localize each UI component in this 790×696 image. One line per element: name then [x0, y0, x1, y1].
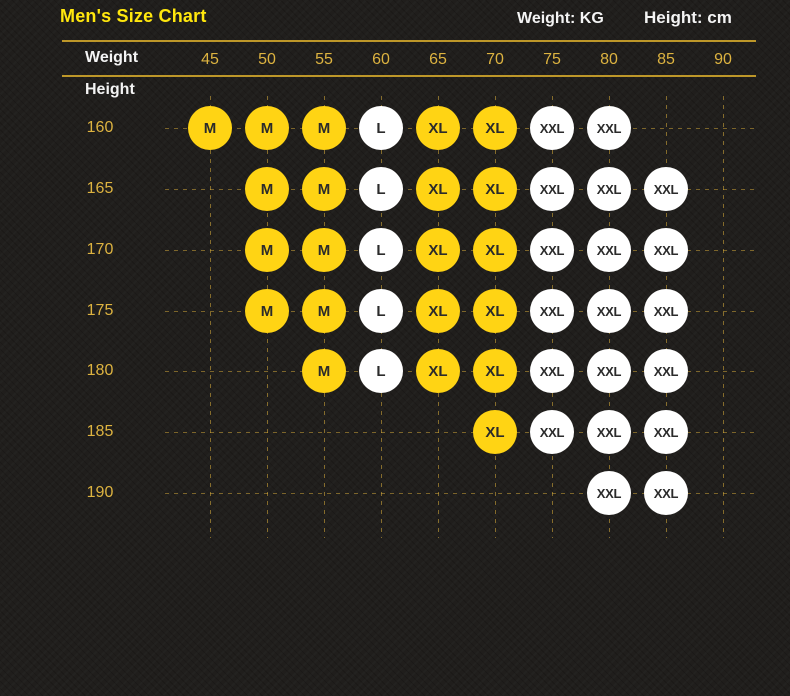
- size-cell: M: [188, 106, 232, 150]
- grid-hline: [165, 371, 757, 372]
- divider-top: [62, 40, 756, 42]
- divider-middle: [62, 75, 756, 77]
- height-tick: 165: [86, 180, 114, 197]
- weight-tick: 65: [429, 51, 447, 68]
- height-tick: 175: [86, 302, 114, 319]
- size-cell: XL: [473, 349, 517, 393]
- size-cell: XL: [473, 106, 517, 150]
- weight-unit-label: Weight: KG: [517, 10, 604, 27]
- grid-hline: [165, 128, 757, 129]
- size-cell: XL: [416, 228, 460, 272]
- size-cell: M: [245, 106, 289, 150]
- size-cell: XL: [473, 228, 517, 272]
- height-axis-label: Height: [85, 81, 135, 98]
- size-cell: XXL: [644, 349, 688, 393]
- size-cell: XXL: [530, 106, 574, 150]
- height-tick: 190: [86, 484, 114, 501]
- size-cell: L: [359, 289, 403, 333]
- size-cell: M: [302, 289, 346, 333]
- weight-tick: 60: [372, 51, 390, 68]
- size-cell: XXL: [587, 471, 631, 515]
- grid-vline: [723, 96, 724, 538]
- size-cell: XXL: [587, 167, 631, 211]
- weight-tick: 70: [486, 51, 504, 68]
- size-cell: XXL: [530, 410, 574, 454]
- weight-tick: 80: [600, 51, 618, 68]
- grid-hline: [165, 493, 757, 494]
- size-cell: M: [302, 349, 346, 393]
- grid-hline: [165, 189, 757, 190]
- grid-hline: [165, 250, 757, 251]
- weight-tick: 90: [714, 51, 732, 68]
- size-cell: XL: [416, 167, 460, 211]
- size-cell: M: [245, 289, 289, 333]
- height-unit-label: Height: cm: [644, 8, 732, 27]
- size-cell: L: [359, 349, 403, 393]
- size-cell: XXL: [644, 471, 688, 515]
- size-cell: XXL: [530, 228, 574, 272]
- size-cell: XXL: [644, 289, 688, 333]
- height-tick: 185: [86, 423, 114, 440]
- grid-hline: [165, 432, 757, 433]
- size-cell: XL: [416, 106, 460, 150]
- weight-tick: 55: [315, 51, 333, 68]
- size-cell: XXL: [587, 289, 631, 333]
- size-cell: XXL: [644, 228, 688, 272]
- size-cell: XL: [416, 289, 460, 333]
- size-cell: XXL: [587, 106, 631, 150]
- size-cell: XXL: [587, 228, 631, 272]
- size-cell: XL: [473, 410, 517, 454]
- size-cell: L: [359, 167, 403, 211]
- grid-vline: [210, 96, 211, 538]
- size-cell: L: [359, 106, 403, 150]
- weight-tick: 85: [657, 51, 675, 68]
- weight-tick: 50: [258, 51, 276, 68]
- height-tick: 160: [86, 119, 114, 136]
- weight-tick: 75: [543, 51, 561, 68]
- height-tick: 170: [86, 241, 114, 258]
- size-cell: XL: [473, 167, 517, 211]
- size-cell: XXL: [530, 289, 574, 333]
- weight-tick: 45: [201, 51, 219, 68]
- chart-title: Men's Size Chart: [60, 6, 207, 26]
- size-cell: L: [359, 228, 403, 272]
- weight-axis-label: Weight: [85, 49, 139, 66]
- size-cell: XL: [473, 289, 517, 333]
- height-tick: 180: [86, 362, 114, 379]
- size-cell: M: [245, 167, 289, 211]
- size-cell: M: [245, 228, 289, 272]
- size-cell: M: [302, 106, 346, 150]
- size-cell: XXL: [530, 167, 574, 211]
- size-cell: XL: [416, 349, 460, 393]
- size-cell: XXL: [644, 410, 688, 454]
- size-cell: XXL: [644, 167, 688, 211]
- size-cell: M: [302, 228, 346, 272]
- size-cell: M: [302, 167, 346, 211]
- grid-hline: [165, 311, 757, 312]
- size-cell: XXL: [587, 410, 631, 454]
- size-cell: XXL: [587, 349, 631, 393]
- size-cell: XXL: [530, 349, 574, 393]
